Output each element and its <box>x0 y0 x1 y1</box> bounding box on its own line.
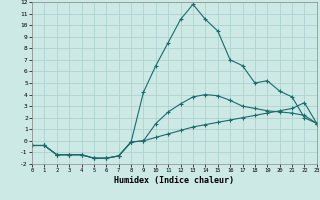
X-axis label: Humidex (Indice chaleur): Humidex (Indice chaleur) <box>115 176 234 185</box>
